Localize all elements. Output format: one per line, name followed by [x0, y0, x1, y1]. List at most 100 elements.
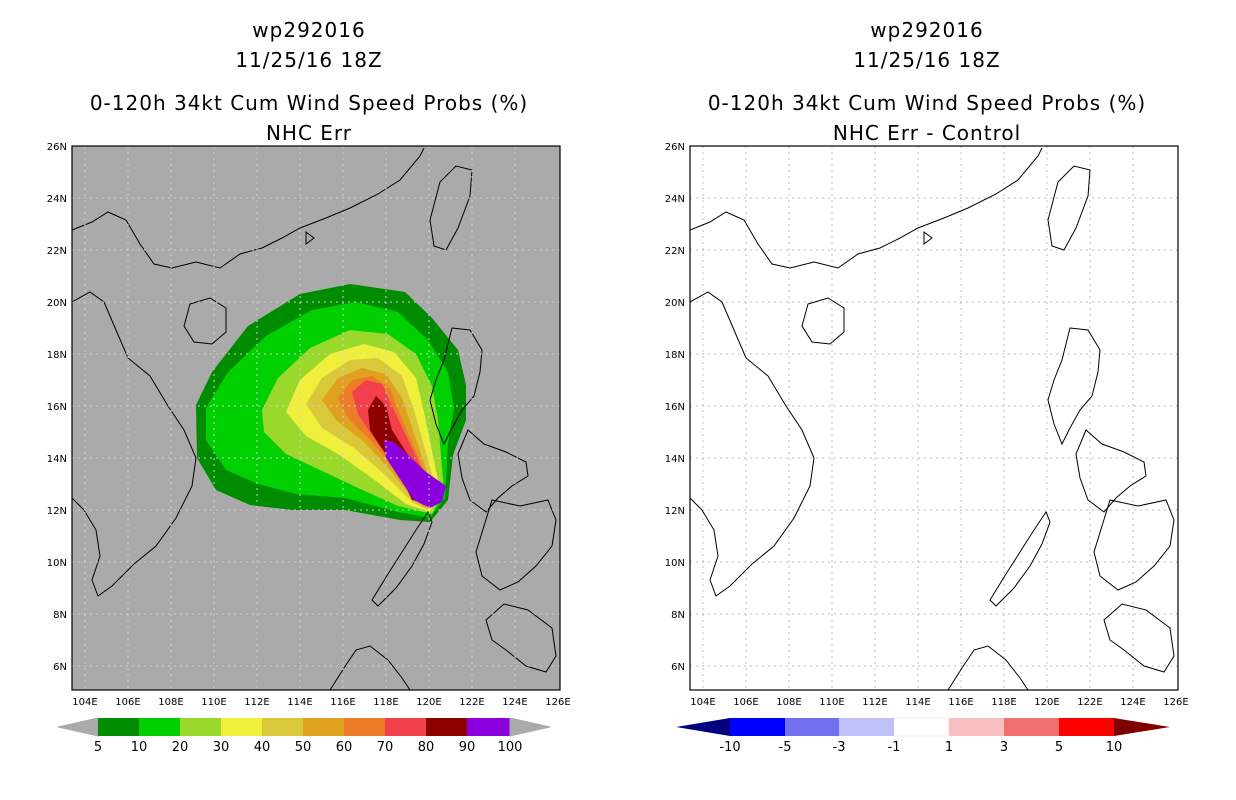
lon-label: 104E	[690, 697, 715, 708]
lat-label: 22N	[47, 246, 67, 257]
colorbar-swatch-1	[949, 718, 1004, 736]
colorbar-label: -1	[888, 740, 901, 755]
colorbar-swatch-minus5	[785, 718, 839, 736]
colorbar-swatch-10	[139, 718, 180, 736]
right-lon-labels: 104E 106E 108E 110E 112E 114E 116E 118E …	[690, 697, 1188, 708]
right-map-background	[690, 146, 1178, 690]
colorbar-label: 50	[295, 740, 312, 755]
colorbar-swatch-70	[385, 718, 426, 736]
lat-label: 14N	[665, 454, 685, 465]
colorbar-label: 20	[172, 740, 189, 755]
colorbar-swatch-60	[344, 718, 385, 736]
colorbar-swatch-80	[426, 718, 467, 736]
left-title-time: 11/25/16 18Z	[235, 48, 383, 72]
prob-contour-90	[384, 440, 446, 508]
lon-label: 120E	[416, 697, 441, 708]
right-colorbar: -10 -5 -3 -1 1 3 5 10	[676, 717, 1170, 755]
lon-label: 104E	[72, 697, 97, 708]
lon-label: 106E	[115, 697, 140, 708]
lon-label: 114E	[287, 697, 312, 708]
lat-label: 20N	[47, 298, 67, 309]
lon-label: 112E	[862, 697, 887, 708]
lat-label: 18N	[47, 350, 67, 361]
colorbar-swatch-zero	[893, 717, 950, 737]
left-probability-contours	[72, 146, 560, 690]
colorbar-swatch-5	[1059, 718, 1114, 736]
colorbar-label: 40	[254, 740, 271, 755]
colorbar-label: 10	[131, 740, 148, 755]
lon-label: 126E	[1163, 697, 1188, 708]
colorbar-label: 1	[945, 740, 953, 755]
lat-label: 20N	[665, 298, 685, 309]
right-map-frame	[689, 145, 1179, 691]
lat-label: 12N	[665, 506, 685, 517]
colorbar-label: 60	[336, 740, 353, 755]
right-panel: wp292016 11/25/16 18Z 0-120h 34kt Cum Wi…	[618, 0, 1236, 800]
right-title-storm: wp292016	[870, 18, 984, 42]
colorbar-swatch-30	[221, 718, 262, 736]
lon-label: 114E	[905, 697, 930, 708]
lon-label: 106E	[733, 697, 758, 708]
lon-label: 120E	[1034, 697, 1059, 708]
colorbar-swatch-20	[180, 718, 221, 736]
lon-label: 126E	[545, 697, 570, 708]
lat-label: 6N	[671, 662, 685, 673]
colorbar-label: 100	[498, 740, 523, 755]
lon-label: 108E	[158, 697, 183, 708]
left-coastlines	[72, 147, 557, 690]
lat-label: 24N	[665, 194, 685, 205]
left-colorbar: 5 10 20 30 40 50 60 70 80 90 100	[57, 717, 551, 755]
right-map-svg: 26N 24N 22N 20N 18N 16N 14N 12N 10N 8N 6…	[665, 142, 1189, 755]
left-map-frame	[71, 145, 561, 691]
lon-label: 116E	[330, 697, 355, 708]
left-title-product: 0-120h 34kt Cum Wind Speed Probs (%)	[89, 91, 529, 115]
right-title-product: 0-120h 34kt Cum Wind Speed Probs (%)	[707, 91, 1147, 115]
lon-label: 122E	[459, 697, 484, 708]
colorbar-label: 80	[418, 740, 435, 755]
left-lat-labels: 26N 24N 22N 20N 18N 16N 14N 12N 10N 8N 6…	[47, 142, 67, 673]
lat-label: 14N	[47, 454, 67, 465]
right-graticule	[690, 146, 1178, 690]
colorbar-label: -5	[779, 740, 792, 755]
lon-label: 112E	[244, 697, 269, 708]
colorbar-label: -10	[719, 740, 740, 755]
colorbar-swatch-40	[262, 718, 303, 736]
lat-label: 12N	[47, 506, 67, 517]
lat-label: 26N	[665, 142, 685, 153]
lon-label: 124E	[1120, 697, 1145, 708]
lon-label: 118E	[991, 697, 1016, 708]
colorbar-label: 5	[94, 740, 102, 755]
lat-label: 26N	[47, 142, 67, 153]
lon-label: 118E	[373, 697, 398, 708]
lat-label: 16N	[665, 402, 685, 413]
colorbar-swatch-5	[98, 718, 139, 736]
colorbar-right-end	[1114, 718, 1170, 736]
left-lon-labels: 104E 106E 108E 110E 112E 114E 116E 118E …	[72, 697, 570, 708]
colorbar-swatch-90	[467, 718, 510, 736]
lat-label: 10N	[47, 558, 67, 569]
left-title-storm: wp292016	[252, 18, 366, 42]
lon-label: 116E	[948, 697, 973, 708]
colorbar-label: -3	[833, 740, 846, 755]
lat-label: 10N	[665, 558, 685, 569]
left-title-variant: NHC Err	[265, 121, 353, 145]
lat-label: 24N	[47, 194, 67, 205]
left-graticule	[72, 146, 560, 690]
lat-label: 22N	[665, 246, 685, 257]
colorbar-label: 70	[377, 740, 394, 755]
right-title-time: 11/25/16 18Z	[853, 48, 1001, 72]
colorbar-right-end	[509, 717, 551, 737]
colorbar-swatch-minus10	[730, 718, 785, 736]
lon-label: 108E	[776, 697, 801, 708]
left-map-svg: 26N 24N 22N 20N 18N 16N 14N 12N 10N 8N 6…	[47, 142, 571, 755]
left-panel: wp292016 11/25/16 18Z 0-120h 34kt Cum Wi…	[47, 18, 571, 755]
right-coastlines	[690, 147, 1175, 690]
colorbar-swatch-50	[303, 718, 344, 736]
lon-label: 122E	[1077, 697, 1102, 708]
lon-label: 110E	[819, 697, 844, 708]
colorbar-label: 30	[213, 740, 230, 755]
lon-label: 110E	[201, 697, 226, 708]
colorbar-label: 90	[459, 740, 476, 755]
colorbar-left-end	[57, 717, 99, 737]
colorbar-swatch-minus3	[839, 718, 894, 736]
